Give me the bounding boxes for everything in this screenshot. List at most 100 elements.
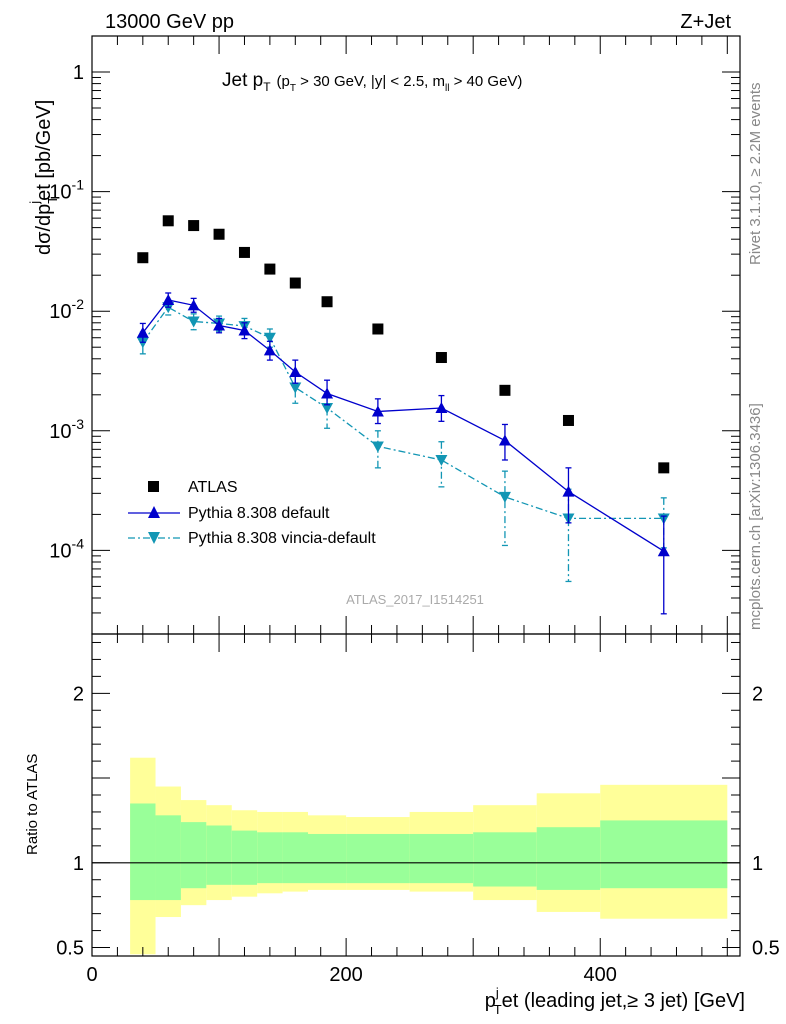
atlas-marker — [188, 220, 200, 232]
x-tick-label: 0 — [86, 964, 97, 986]
inner-band-bin — [257, 832, 283, 884]
ratio-axis-ticks: 0.5 0.5 1 1 2 2 0 200 400 — [56, 634, 780, 986]
default-series — [136, 292, 670, 615]
x-label-sub: T — [494, 1002, 502, 1017]
ratio-y-tick-label-right: 2 — [752, 683, 763, 705]
default-marker — [136, 326, 149, 338]
header-left-label: 13000 GeV pp — [105, 11, 234, 33]
ratio-y-tick-label-right: 1 — [752, 853, 763, 875]
legend-label-atlas: ATLAS — [188, 479, 238, 496]
main-y-label-sup: j — [27, 201, 42, 205]
vincia-marker — [321, 403, 334, 415]
inner-band-bin — [600, 820, 728, 889]
inner-band-bin — [536, 827, 601, 890]
ratio-uncertainty-bands — [130, 757, 728, 955]
default-marker — [371, 405, 384, 417]
inner-band-bin — [231, 830, 258, 885]
vincia-marker — [263, 332, 276, 344]
ratio-plot-frame — [91, 633, 741, 957]
main-y-tick-base: 10 — [49, 421, 71, 443]
atlas-marker — [499, 384, 511, 396]
header-right-label: Z+Jet — [680, 11, 731, 33]
x-tick-label: 200 — [329, 964, 362, 986]
inner-band-bin — [130, 803, 156, 901]
default-marker — [187, 299, 200, 311]
ratio-y-tick-label: 2 — [73, 683, 84, 705]
analysis-watermark: ATLAS_2017_I1514251 — [346, 592, 484, 607]
main-y-label-a: dσ/dp — [33, 204, 55, 255]
default-marker — [435, 402, 448, 414]
atlas-marker — [435, 352, 447, 364]
main-y-tick-base: 10 — [49, 301, 71, 323]
inner-band-bin — [206, 825, 232, 885]
default-marker — [321, 387, 334, 399]
plot-title-cuts-a: (p — [277, 73, 290, 90]
mcplots-label: mcplots.cern.ch [arXiv:1306.3436] — [747, 403, 764, 630]
inner-band-bin — [180, 822, 207, 889]
ratio-y-tick-label: 1 — [73, 853, 84, 875]
inner-band-bin — [282, 832, 308, 884]
atlas-marker — [137, 252, 149, 264]
main-plot-panel: 10-410-310-210-11 — [49, 35, 741, 635]
atlas-marker — [321, 296, 333, 308]
vincia-marker — [435, 455, 448, 467]
inner-band-bin — [409, 833, 474, 884]
default-marker — [657, 545, 670, 557]
vincia-marker — [498, 491, 511, 503]
plot-title-cuts-b: > 30 GeV, |y| < 2.5, m — [296, 73, 445, 90]
main-y-tick-label: 10-1 — [49, 177, 84, 204]
ratio-y-tick-label-right: 0.5 — [752, 938, 780, 960]
atlas-marker — [372, 323, 384, 335]
atlas-marker — [289, 277, 301, 289]
ratio-plot-panel: 0.5 0.5 1 1 2 2 0 200 400 — [56, 633, 780, 986]
atlas-marker — [562, 414, 574, 426]
inner-band-bin — [346, 833, 410, 884]
legend-label-vincia: Pythia 8.308 vincia-default — [188, 530, 376, 547]
main-y-tick-exponent: -2 — [72, 296, 85, 312]
default-marker — [562, 485, 575, 497]
main-axis-ticks: 10-410-310-210-11 — [49, 35, 740, 635]
default-marker — [238, 324, 251, 336]
main-y-tick-exponent: -4 — [72, 535, 85, 551]
atlas-marker — [213, 228, 225, 240]
plot-title-cuts-c: > 40 GeV) — [449, 73, 522, 90]
default-marker — [498, 434, 511, 446]
x-tick-label: 400 — [584, 964, 617, 986]
inner-band-bin — [155, 815, 181, 901]
legend-label-default: Pythia 8.308 default — [188, 505, 330, 522]
vincia-marker — [187, 316, 200, 328]
default-marker — [213, 319, 226, 331]
atlas-marker — [238, 246, 250, 258]
atlas-marker — [162, 215, 174, 227]
main-y-label-sub: T — [45, 196, 60, 204]
plot-title-cuts-a-sub: T — [290, 83, 296, 94]
default-marker — [289, 366, 302, 378]
main-y-tick-exponent: -3 — [72, 416, 85, 432]
x-axis-label: pj Tet (leading jet,≥ 3 jet) [GeV] — [485, 985, 745, 1017]
x-label-sup: j — [495, 985, 499, 1000]
main-y-label-rest: et [pb/GeV] — [33, 100, 55, 201]
main-y-tick-base: 10 — [49, 540, 71, 562]
atlas-marker — [658, 462, 670, 474]
x-label-a: p — [485, 990, 496, 1012]
default-marker — [263, 344, 276, 356]
plot-title-main: Jet p — [222, 70, 263, 91]
inner-band-bin — [308, 833, 347, 884]
plot-title: Jet pT (pT > 30 GeV, |y| < 2.5, mll > 40 … — [222, 70, 522, 94]
rivet-label: Rivet 3.1.10, ≥ 2.2M events — [747, 83, 764, 266]
legend-marker-vincia — [148, 532, 160, 544]
plot-title-main-sub: T — [263, 80, 271, 94]
main-y-tick-label: 10-4 — [49, 535, 84, 562]
main-y-tick-exponent: -1 — [72, 177, 85, 193]
main-y-tick-label: 10-3 — [49, 416, 84, 443]
inner-band-bin — [473, 832, 537, 887]
main-data-series — [136, 215, 670, 615]
legend-marker-default — [148, 506, 160, 518]
vincia-marker — [289, 382, 302, 394]
default-marker — [162, 294, 175, 306]
legend: ATLAS Pythia 8.308 default Pythia 8.308 … — [128, 479, 376, 547]
legend-marker-atlas — [148, 481, 159, 492]
main-y-axis-label: dσ/dpTjet [pb/GeV] — [27, 100, 60, 255]
main-y-tick-label: 1 — [73, 62, 84, 84]
